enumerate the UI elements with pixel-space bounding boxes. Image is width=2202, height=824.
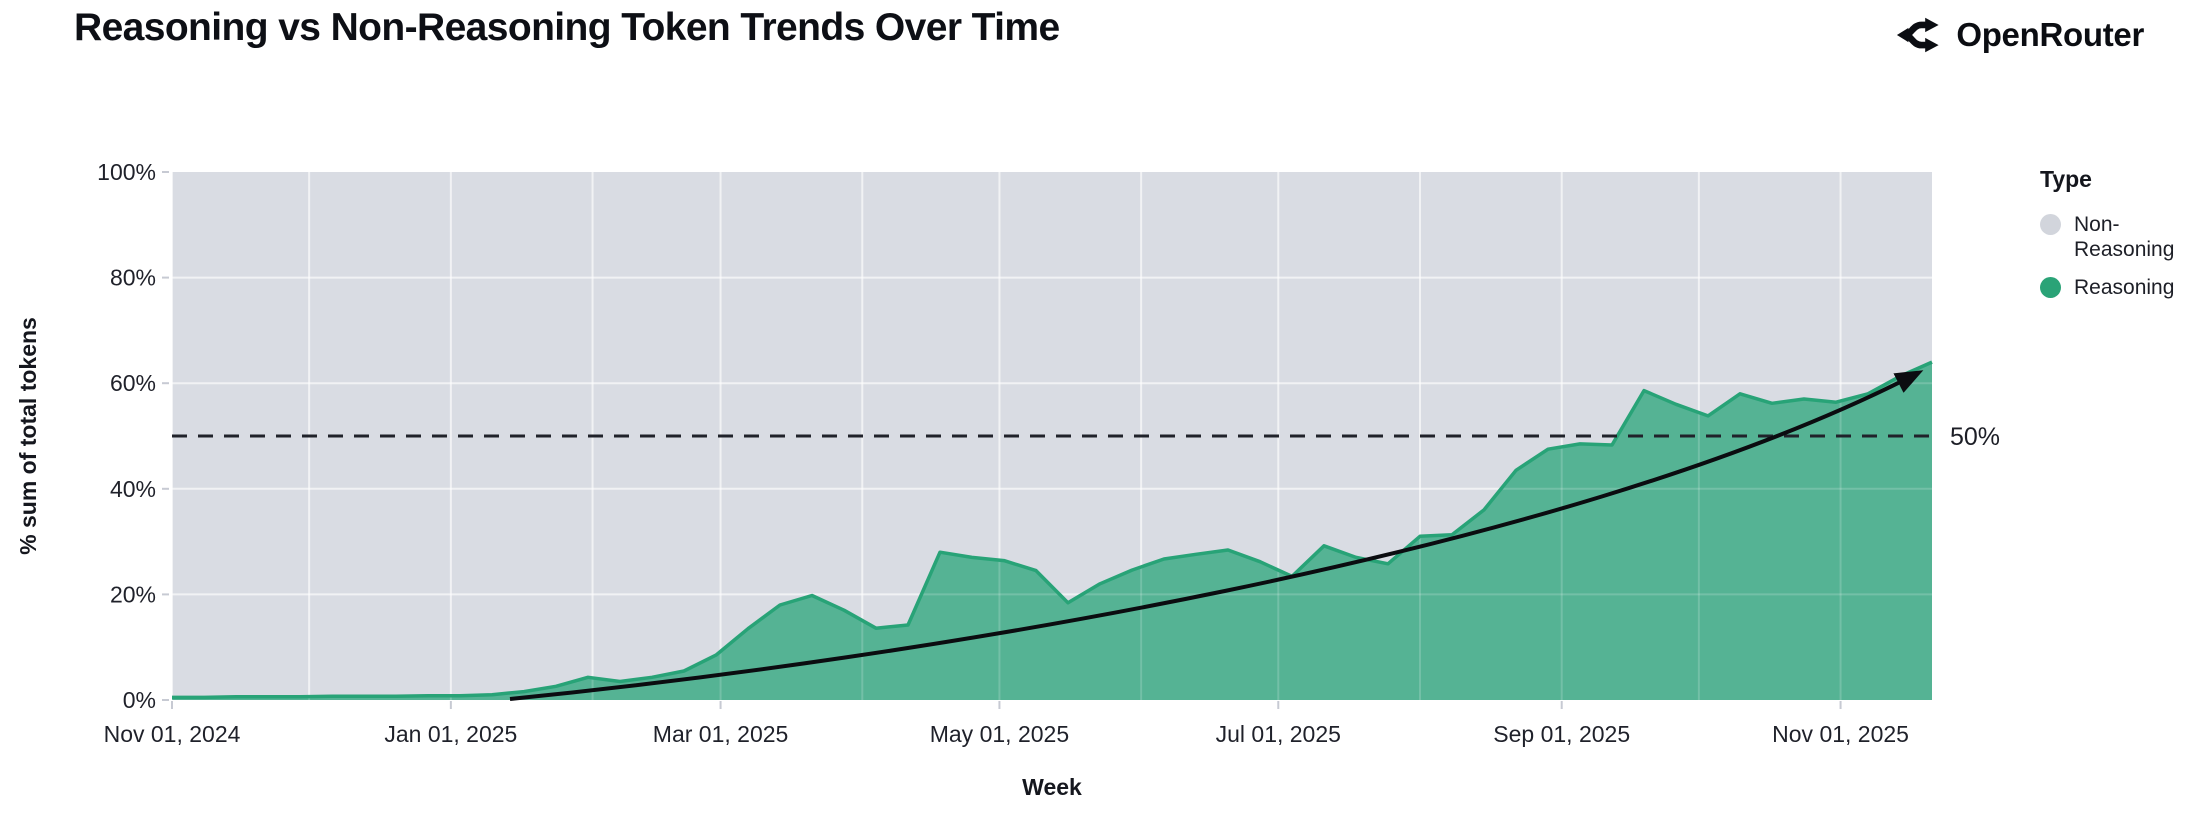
legend: Type Non-Reasoning Reasoning <box>2040 166 2200 313</box>
y-tick-label: 40% <box>110 476 156 502</box>
fifty-percent-label: 50% <box>1950 423 2000 451</box>
legend-title: Type <box>2040 166 2092 192</box>
legend-swatch <box>2040 276 2061 298</box>
y-tick-label: 100% <box>97 159 156 185</box>
y-axis-title: % sum of total tokens <box>15 317 41 555</box>
x-tick-label: Nov 01, 2025 <box>1772 721 1909 747</box>
reasoning-area-outline <box>172 360 1933 700</box>
brand-name: OpenRouter <box>1956 16 2144 53</box>
legend-item-reasoning: Reasoning <box>2040 276 2200 301</box>
legend-item-label: Reasoning <box>2074 275 2175 299</box>
legend-item-non-reasoning: Non-Reasoning <box>2040 213 2200 263</box>
y-tick-label: 20% <box>110 581 156 607</box>
legend-item-label: Non-Reasoning <box>2074 213 2175 261</box>
y-tick-label: 0% <box>123 687 156 713</box>
legend-swatch <box>2040 214 2061 235</box>
trend-arrow <box>509 370 1924 701</box>
x-axis-title: Week <box>1022 774 1082 800</box>
page-title: Reasoning vs Non-Reasoning Token Trends … <box>74 6 1060 49</box>
x-tick-label: May 01, 2025 <box>930 721 1069 747</box>
x-tick-label: Jul 01, 2025 <box>1216 721 1341 747</box>
reasoning-area <box>172 362 1932 700</box>
brand: OpenRouter <box>1895 12 2144 58</box>
x-tick-label: Sep 01, 2025 <box>1493 721 1630 747</box>
tick-marks <box>162 171 1842 709</box>
openrouter-logo-icon <box>1895 12 1941 58</box>
y-tick-label: 60% <box>110 370 156 396</box>
x-tick-label: Jan 01, 2025 <box>384 721 517 747</box>
y-tick-label: 80% <box>110 265 156 291</box>
x-tick-label: Nov 01, 2024 <box>104 721 241 747</box>
x-tick-label: Mar 01, 2025 <box>653 721 789 747</box>
